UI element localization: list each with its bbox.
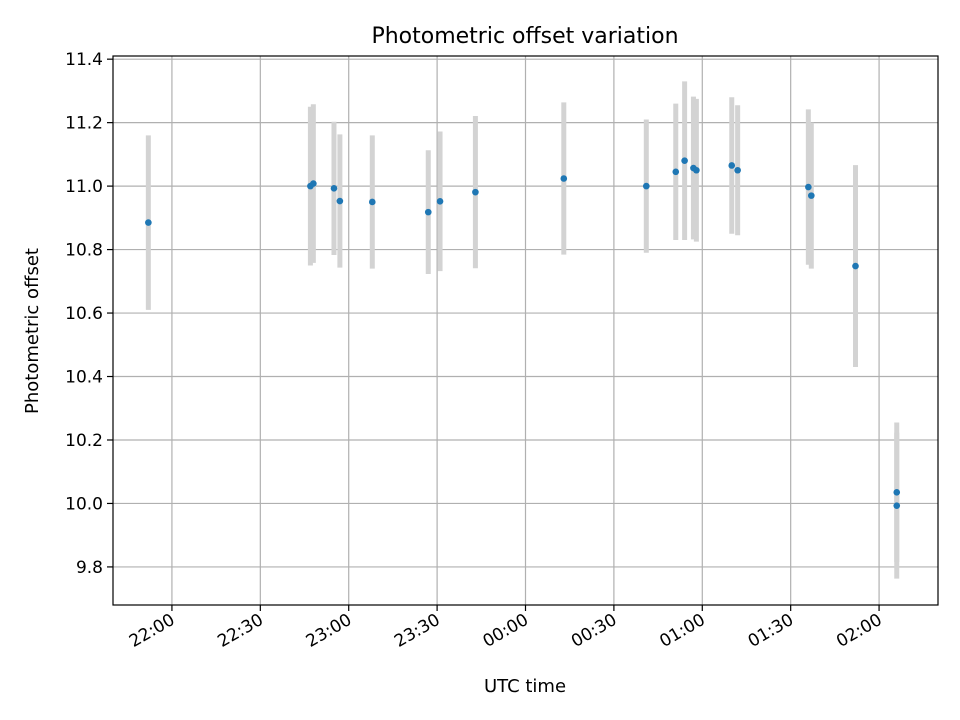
data-point bbox=[805, 183, 812, 191]
y-axis-label: Photometric offset bbox=[22, 248, 43, 414]
data-point bbox=[734, 166, 741, 174]
x-axis-label: UTC time bbox=[484, 676, 566, 697]
data-point bbox=[560, 175, 568, 182]
y-tick-label: 10.2 bbox=[65, 431, 103, 451]
data-point bbox=[336, 197, 344, 205]
data-point bbox=[436, 198, 444, 205]
y-tick-label: 10.4 bbox=[65, 368, 103, 388]
data-point bbox=[672, 168, 680, 176]
y-axis-ticks: 9.8 10.0 10.2 10.4 10.6 10.8 11.0 11.2 11.4 bbox=[65, 50, 113, 578]
data-point bbox=[808, 192, 815, 199]
data-point bbox=[472, 188, 479, 196]
data-point bbox=[681, 157, 688, 165]
y-tick-label: 10.0 bbox=[65, 494, 103, 514]
y-tick-label: 11.4 bbox=[65, 50, 103, 70]
data-point bbox=[310, 180, 317, 187]
grid bbox=[113, 56, 938, 605]
y-tick-label: 11.2 bbox=[65, 114, 103, 134]
data-point bbox=[643, 182, 650, 190]
data-point bbox=[330, 185, 338, 192]
data-points bbox=[145, 157, 901, 509]
data-point bbox=[852, 262, 859, 270]
y-tick-label: 10.6 bbox=[65, 304, 103, 324]
data-point bbox=[368, 198, 376, 206]
chart-title: Photometric offset variation bbox=[371, 24, 678, 49]
data-point bbox=[693, 166, 700, 174]
y-tick-label: 11.0 bbox=[65, 177, 103, 197]
data-point bbox=[145, 219, 152, 226]
data-point bbox=[424, 208, 432, 216]
y-tick-label: 10.8 bbox=[65, 241, 103, 261]
data-point bbox=[893, 502, 901, 509]
data-point bbox=[893, 489, 901, 496]
y-tick-label: 9.8 bbox=[76, 558, 103, 578]
data-point bbox=[728, 162, 736, 169]
